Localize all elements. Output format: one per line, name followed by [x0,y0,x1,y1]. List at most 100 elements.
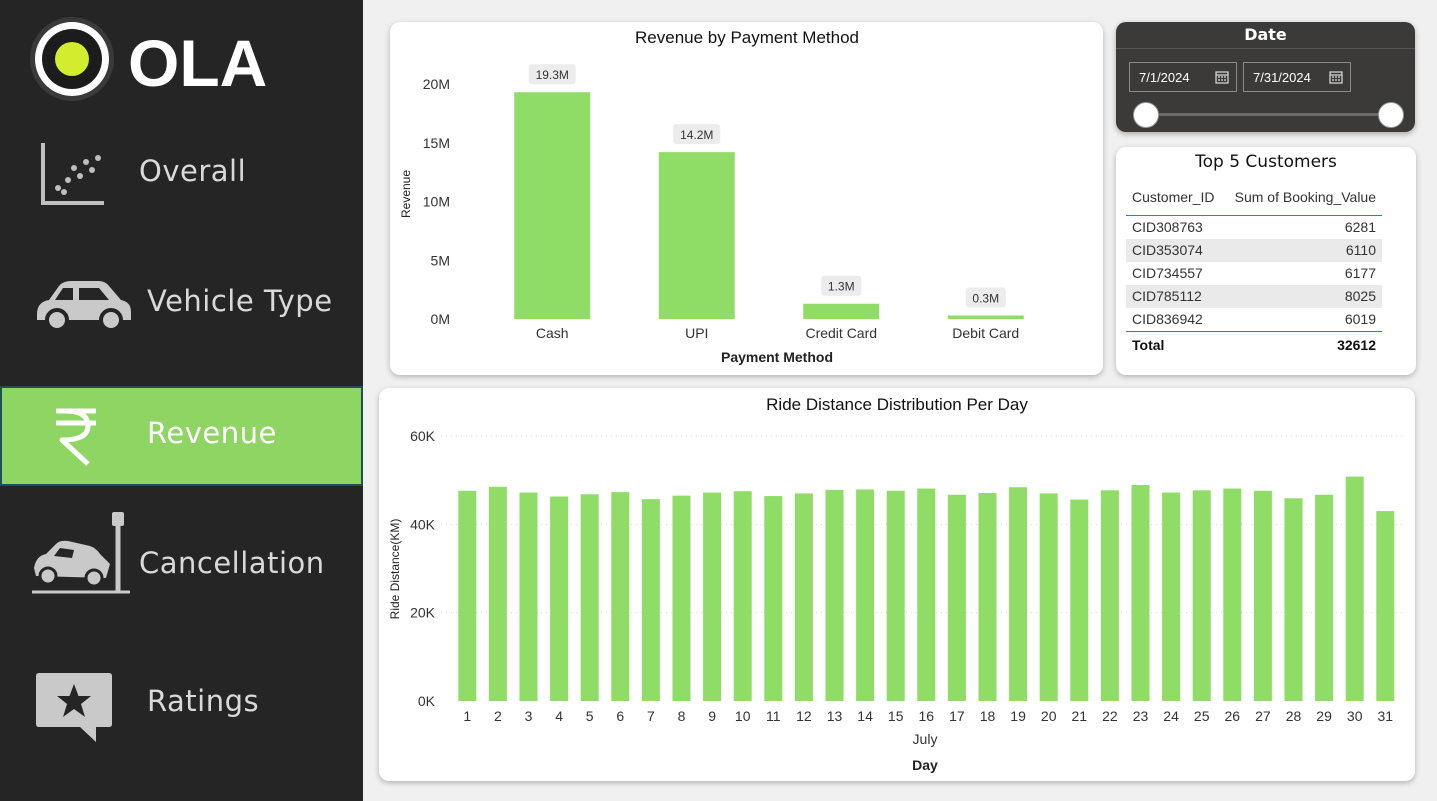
end-date-input[interactable]: 7/31/2024 [1243,62,1351,92]
x-tick-label: 18 [980,708,996,724]
bar [1070,499,1089,701]
bar [733,491,752,701]
star-comment-icon [36,673,112,742]
ride-distance-chart-card: Ride Distance Distribution Per Day 0K 20K 4… [379,388,1415,781]
date-range-slider-track[interactable] [1146,113,1391,116]
bar [519,492,538,701]
bar [856,489,875,701]
x-group-label: July [913,731,938,747]
nav-item-vehicle-type[interactable]: Vehicle Type [0,252,363,352]
bar [1162,492,1181,701]
bar [580,494,599,701]
revenue-chart-card: Revenue by Payment Method Payment Method R… [390,22,1103,375]
nav-label: Cancellation [139,546,325,580]
x-tick-label: 23 [1133,708,1149,724]
chart-title: Revenue by Payment Method [635,28,859,47]
x-tick-label: 3 [525,708,533,724]
cell-booking-value: 6019 [1344,311,1376,327]
table-row: CID308763 6281 [1126,216,1382,239]
data-label: 19.3M [536,68,569,82]
sidebar: OLA Overall Vehicle Type [0,0,363,801]
cell-booking-value: 6177 [1344,265,1376,281]
bar [1376,511,1395,701]
nav-item-overall[interactable]: Overall [0,122,363,222]
calendar-icon[interactable] [1329,70,1343,84]
table-row: CID353074 6110 [1126,239,1382,262]
x-tick-label: 12 [796,708,812,724]
top-customers-card: Top 5 Customers Customer_ID Sum of Booki… [1116,147,1416,375]
data-label-bg [965,287,1006,308]
cell-booking-value: 8025 [1344,288,1376,304]
bar [1131,485,1150,701]
table-row: CID785112 8025 [1126,285,1382,308]
x-tick-label: 10 [735,708,751,724]
y-tick-label: 20M [423,76,450,92]
calendar-icon[interactable] [1215,70,1229,84]
bar [1100,490,1119,701]
date-slicer: Date 7/1/2024 7/31/2024 [1116,22,1415,132]
bar [825,489,844,701]
x-tick-label: 25 [1194,708,1210,724]
x-tick-label: 4 [555,708,563,724]
x-axis-title: Day [912,757,938,773]
bar [458,490,477,701]
x-tick-label: 13 [827,708,843,724]
table-total-row: Total 32612 [1126,331,1382,357]
nav-label: Revenue [147,416,277,450]
nav-item-revenue[interactable]: Revenue [0,386,363,486]
bar [514,92,591,319]
x-tick-label: 26 [1225,708,1241,724]
data-label: 0.3M [972,291,999,305]
x-tick-label: 9 [708,708,716,724]
start-date-input[interactable]: 7/1/2024 [1129,62,1237,92]
end-date-value: 7/31/2024 [1253,70,1311,85]
bar [641,499,660,701]
bar [794,493,813,701]
bar [611,492,630,701]
bar [672,495,691,701]
column-header[interactable]: Sum of Booking_Value [1234,189,1376,205]
total-value: 32612 [1337,337,1376,353]
y-tick-label: 0M [431,311,450,327]
nav-item-ratings[interactable]: Ratings [0,660,363,760]
chart-title: Ride Distance Distribution Per Day [766,395,1028,414]
x-tick-label: 7 [647,708,655,724]
y-tick-label: 40K [410,516,436,532]
bar [550,496,569,701]
x-tick-label: 15 [888,708,904,724]
x-tick-label: Credit Card [805,325,877,341]
y-tick-label: 15M [423,135,450,151]
cell-booking-value: 6110 [1345,242,1376,258]
bar [703,492,722,701]
x-tick-label: UPI [685,325,708,341]
x-tick-label: 8 [678,708,686,724]
x-tick-label: 27 [1255,708,1271,724]
bar [1284,498,1303,701]
total-label: Total [1132,337,1165,353]
y-tick-label: 20K [410,605,436,621]
table-header: Customer_ID Sum of Booking_Value [1126,185,1382,216]
bar [1192,490,1211,701]
rupee-icon [56,408,96,466]
ola-logo: OLA [30,17,267,101]
x-tick-label: 29 [1316,708,1332,724]
y-axis-title: Ride Distance(KM) [388,519,402,620]
x-tick-label: Debit Card [952,325,1019,341]
data-label: 14.2M [680,128,713,142]
slider-start-handle[interactable] [1133,102,1159,128]
bar [1345,476,1364,701]
column-header[interactable]: Customer_ID [1132,189,1215,205]
bar [947,494,966,701]
revenue-bar-chart: Revenue by Payment Method Payment Method R… [399,28,1024,365]
slider-end-handle[interactable] [1378,102,1404,128]
top-customers-table: Customer_ID Sum of Booking_Value CID3087… [1126,185,1382,357]
bar [1039,493,1058,701]
nav-item-cancellation[interactable]: Cancellation [0,508,363,608]
date-slicer-title: Date [1244,25,1287,44]
bar [917,488,936,701]
cell-customer-id: CID308763 [1132,219,1203,235]
data-label-bg [673,124,721,145]
bar [1315,494,1334,701]
start-date-value: 7/1/2024 [1139,70,1190,85]
nav-label: Overall [139,154,247,188]
